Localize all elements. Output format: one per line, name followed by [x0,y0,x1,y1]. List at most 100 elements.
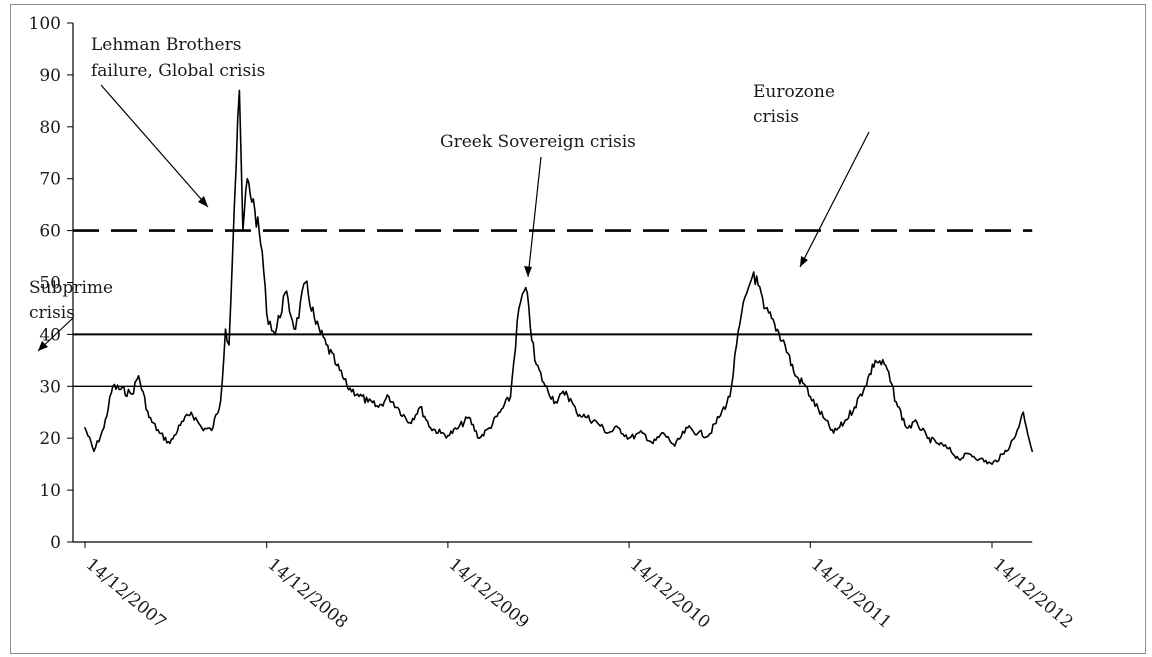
data-point [148,416,150,419]
data-point [1003,453,1005,455]
data-point [200,427,203,429]
data-point [937,442,939,445]
data-point [739,323,741,325]
data-point [686,427,689,429]
data-point [238,89,241,92]
data-point [805,385,807,388]
data-point [652,442,654,445]
data-point [112,385,114,388]
data-point [697,432,699,434]
data-point [885,364,887,367]
data-point [242,229,244,232]
annotation-arrows [37,84,870,352]
data-point [1031,450,1033,453]
y-tick-label: 40 [39,325,61,345]
data-point [707,434,710,437]
data-point [440,432,442,434]
series-layer [84,89,1033,465]
x-tick-label: 14/12/2012 [989,555,1077,633]
data-point [968,453,970,455]
data-point [233,203,236,206]
data-point [93,450,95,453]
data-point [367,401,369,403]
annotation-eurozone-line2: crisis [753,107,799,127]
data-point [763,307,765,310]
annotation-subprime-line2: crisis [29,303,75,323]
data-point [169,442,171,445]
data-point [284,292,286,294]
data-point [130,393,133,395]
data-point [137,375,140,377]
y-tick-label: 0 [50,533,61,553]
data-point [294,328,297,331]
data-point [499,411,501,414]
data-point [662,432,665,434]
x-tick-label: 14/12/2010 [626,555,714,633]
data-point [228,344,230,346]
data-point [822,416,824,419]
data-point [565,390,567,393]
data-point [957,458,960,460]
data-point [356,393,359,395]
data-point [335,364,338,367]
data-point [377,406,380,408]
data-point [794,375,797,377]
data-point [718,416,720,419]
data-point [809,395,812,398]
data-point [926,437,929,440]
data-point [832,432,835,434]
data-point [447,434,449,437]
data-point [224,328,227,331]
x-tick-label: 14/12/2011 [807,555,895,633]
data-point [534,359,536,362]
data-point [843,421,845,424]
data-point [991,463,993,465]
data-point [254,209,256,211]
data-point [947,447,950,450]
data-point [895,401,897,403]
reference-lines [73,229,1033,387]
y-tick-label: 10 [39,481,61,501]
x-axis: 14/12/2007 14/12/2008 14/12/2009 14/12/2010… [73,541,1077,633]
data-point [84,427,86,429]
data-point [246,177,249,180]
y-tick-label: 100 [29,14,61,34]
annotation-greek-line1: Greek Sovereign crisis [440,132,636,152]
x-tick-label: 14/12/2009 [445,555,533,633]
data-point [179,424,182,427]
data-point [274,333,276,336]
series-line-0 [84,89,1033,465]
data-point [518,307,520,310]
x-tick-label: 14/12/2008 [263,555,351,633]
data-point [457,427,460,429]
y-tick-label: 30 [39,377,61,397]
data-point [674,445,676,447]
arrow-eurozone-head [800,256,808,267]
data-point [408,421,411,424]
data-point [617,427,619,429]
y-tick-label: 80 [39,118,61,138]
data-point [210,429,213,432]
data-point [586,416,588,419]
data-point [325,344,328,346]
arrow-greek [527,156,542,278]
data-point [641,432,644,434]
data-point [488,427,491,429]
arrow-lehman-head [198,196,208,207]
data-point [874,359,877,362]
x-tick-label: 14/12/2007 [82,555,170,633]
data-point [525,286,527,289]
data-point [419,406,421,408]
arrow-lehman [100,84,209,208]
data-point [916,421,918,424]
data-point [190,411,192,414]
data-point [219,401,222,403]
data-point [864,385,866,388]
annotation-lehman-line2: failure, Global crisis [91,61,265,81]
y-tick-label: 20 [39,429,61,449]
data-point [304,281,307,284]
annotation-subprime-line1: Subprime [29,278,113,298]
data-point [554,401,557,403]
data-point [467,416,470,419]
